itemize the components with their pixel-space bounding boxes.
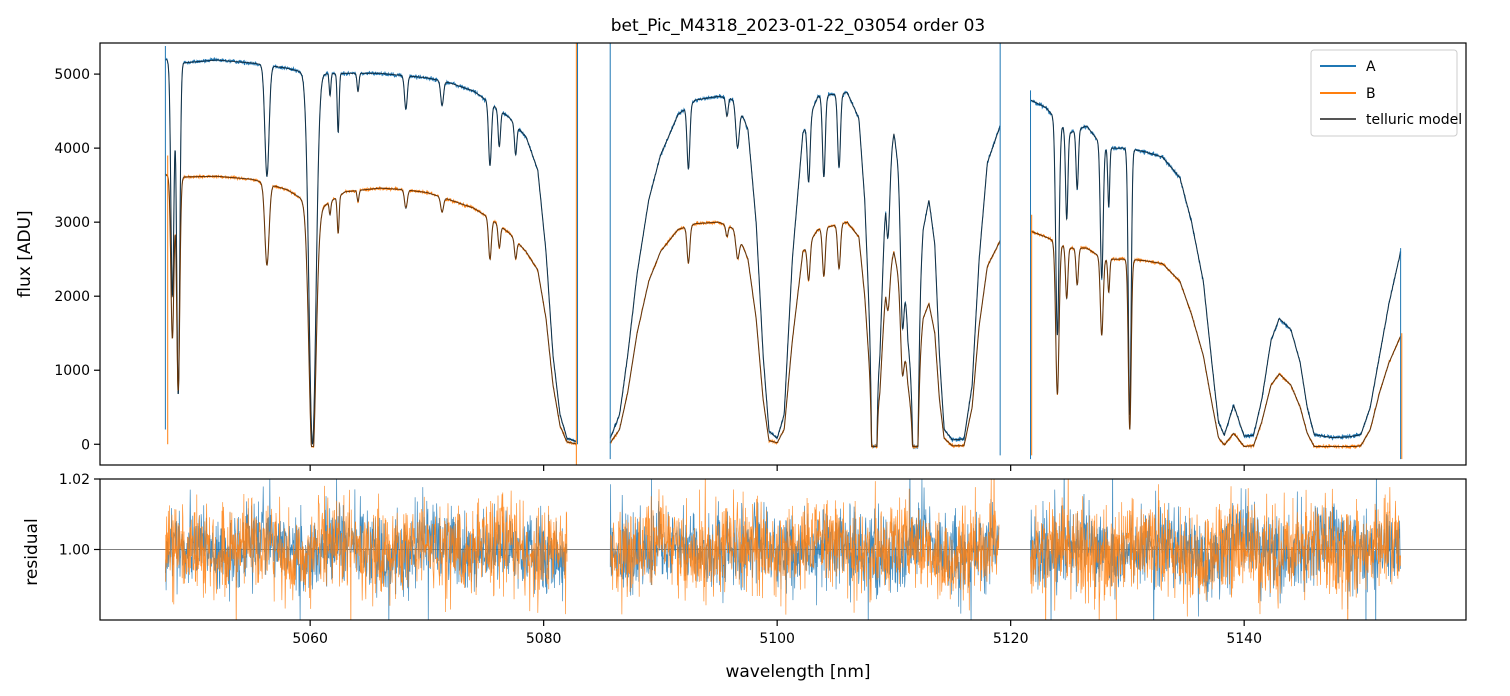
telluric-model-segment-a-2 bbox=[609, 92, 1001, 448]
telluric-model-segment-a-1 bbox=[165, 58, 577, 445]
residual-x-ticks: 5060 5080 5100 5120 5140 bbox=[292, 620, 1262, 647]
legend-label-a: A bbox=[1366, 59, 1376, 75]
series-b-flux-segment-1 bbox=[165, 173, 577, 449]
flux-y-axis-label: flux [ADU] bbox=[15, 210, 35, 297]
series-b-flux-segment-3 bbox=[1030, 229, 1402, 450]
residual-series-b-segment-3 bbox=[1030, 479, 1401, 620]
legend: A B telluric model bbox=[1310, 49, 1462, 137]
residual-y-tick-label: 1.02 bbox=[59, 472, 90, 488]
x-tick-label: 5120 bbox=[993, 631, 1029, 647]
telluric-model-segment-b-2 bbox=[609, 221, 1001, 448]
chart-title: bet_Pic_M4318_2023-01-22_03054 order 03 bbox=[611, 16, 985, 36]
residual-series-b-segment-1 bbox=[165, 485, 568, 620]
telluric-model-segment-b-3 bbox=[1030, 230, 1402, 448]
residual-series-b-segment-2 bbox=[610, 479, 1000, 615]
flux-y-tick-label: 2000 bbox=[54, 289, 90, 305]
residual-panel: 1.00 1.02 5060 5080 5100 5120 5140 residual w… bbox=[22, 472, 1467, 682]
residual-y-tick-label: 1.00 bbox=[59, 543, 90, 559]
legend-label-telluric: telluric model bbox=[1366, 112, 1462, 128]
residual-lines bbox=[100, 479, 1466, 620]
residual-y-ticks: 1.00 1.02 bbox=[59, 472, 100, 559]
x-tick-label: 5140 bbox=[1226, 631, 1262, 647]
flux-y-ticks: 0 1000 2000 3000 4000 5000 bbox=[54, 67, 100, 453]
legend-box bbox=[1310, 49, 1458, 137]
residual-y-axis-label: residual bbox=[22, 518, 42, 585]
x-tick-label: 5080 bbox=[526, 631, 562, 647]
flux-y-tick-label: 5000 bbox=[54, 67, 90, 83]
telluric-model-segment-b-1 bbox=[165, 174, 577, 448]
x-tick-label: 5060 bbox=[292, 631, 328, 647]
flux-x-ticks bbox=[309, 465, 1245, 471]
flux-y-tick-label: 3000 bbox=[54, 215, 90, 231]
x-axis-label: wavelength [nm] bbox=[725, 662, 870, 682]
flux-y-tick-label: 0 bbox=[81, 437, 90, 453]
telluric-model-segment-a-3 bbox=[1030, 99, 1402, 439]
x-tick-label: 5100 bbox=[759, 631, 795, 647]
flux-panel: 0 1000 2000 3000 4000 5000 flux [ADU] A B tel… bbox=[15, 42, 1467, 471]
flux-lines bbox=[164, 43, 1403, 465]
flux-y-tick-label: 4000 bbox=[54, 141, 90, 157]
series-a-flux-segment-3 bbox=[1030, 99, 1402, 441]
legend-label-b: B bbox=[1366, 86, 1376, 102]
flux-axes-frame bbox=[99, 42, 1467, 466]
flux-y-tick-label: 1000 bbox=[54, 363, 90, 379]
residual-series-a-segment-2 bbox=[609, 479, 1000, 620]
